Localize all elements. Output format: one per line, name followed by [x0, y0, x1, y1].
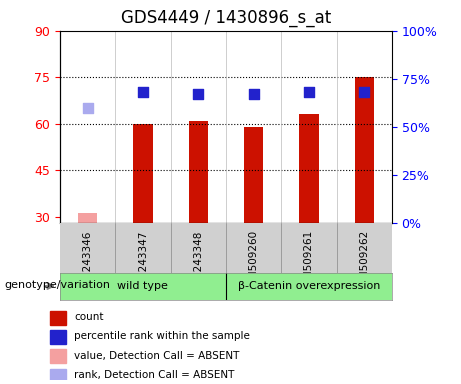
Text: GSM509260: GSM509260	[248, 230, 259, 293]
Text: GSM509261: GSM509261	[304, 230, 314, 293]
Text: rank, Detection Call = ABSENT: rank, Detection Call = ABSENT	[75, 370, 235, 380]
Text: β-Catenin overexpression: β-Catenin overexpression	[238, 281, 380, 291]
Text: percentile rank within the sample: percentile rank within the sample	[75, 331, 250, 341]
Point	[305, 89, 313, 95]
Bar	[299, 114, 319, 223]
Text: GSM243348: GSM243348	[193, 230, 203, 294]
Text: GSM243347: GSM243347	[138, 230, 148, 294]
Bar	[355, 77, 374, 223]
Text: wild type: wild type	[118, 281, 168, 291]
Text: value, Detection Call = ABSENT: value, Detection Call = ABSENT	[75, 351, 240, 361]
Bar	[133, 124, 153, 223]
Text: GSM243346: GSM243346	[83, 230, 93, 294]
Point	[195, 91, 202, 97]
Bar	[50, 349, 66, 363]
Bar	[244, 127, 263, 223]
Title: GDS4449 / 1430896_s_at: GDS4449 / 1430896_s_at	[121, 9, 331, 26]
Text: genotype/variation: genotype/variation	[5, 280, 111, 290]
Text: GSM509262: GSM509262	[359, 230, 369, 293]
Bar	[78, 214, 97, 223]
Bar	[50, 311, 66, 325]
Bar	[189, 121, 208, 223]
Bar	[50, 330, 66, 344]
Text: count: count	[75, 312, 104, 322]
Point	[139, 89, 147, 95]
Point	[250, 91, 257, 97]
Point	[361, 89, 368, 95]
Point	[84, 104, 91, 111]
Bar	[50, 369, 66, 382]
